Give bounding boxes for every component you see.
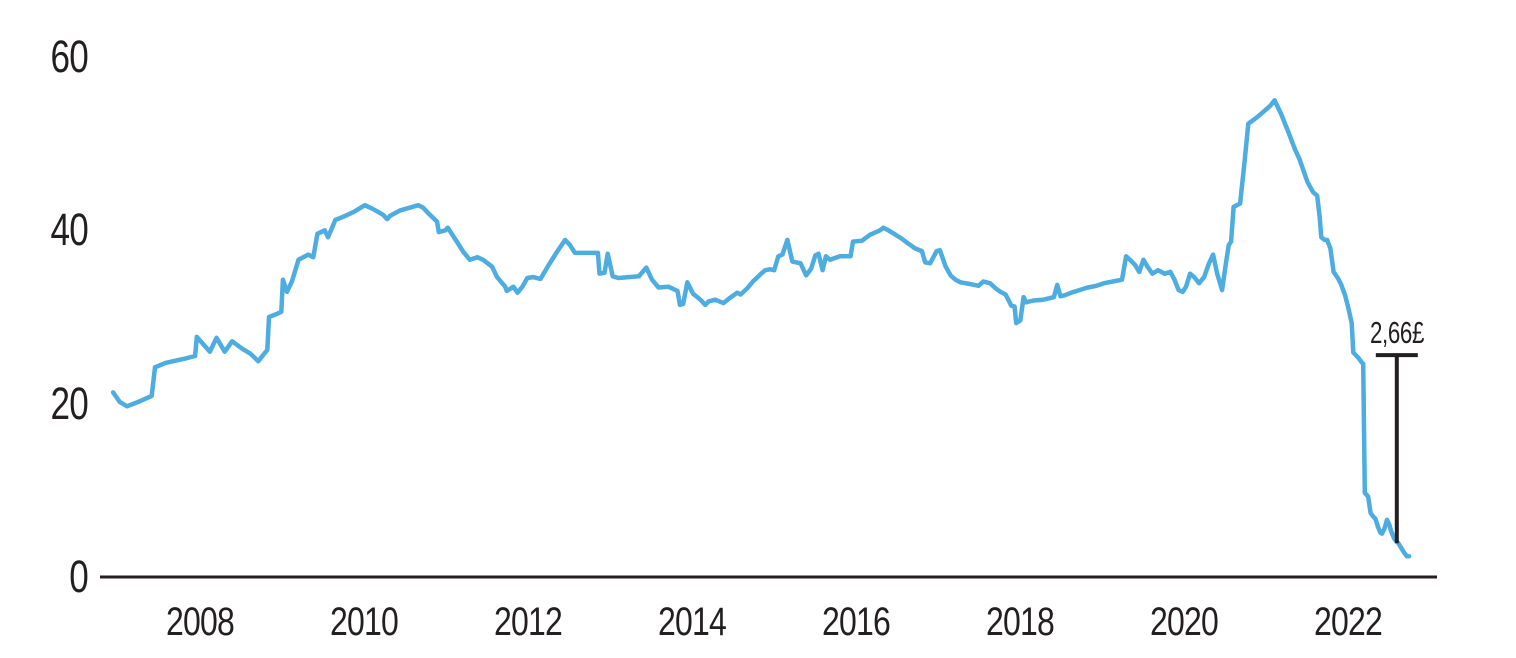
- x-tick-label: 2010: [330, 600, 399, 644]
- x-tick-label: 2022: [1314, 600, 1383, 644]
- y-tick-label: 40: [50, 204, 89, 256]
- y-tick-label: 20: [50, 377, 89, 429]
- annotation-label: 2,66£: [1369, 315, 1424, 351]
- price-line: [110, 98, 1412, 559]
- x-tick-label: 2018: [986, 600, 1055, 644]
- x-tick-label: 2012: [494, 600, 563, 644]
- x-tick-label: 2014: [658, 600, 727, 644]
- x-tick-label: 2020: [1150, 600, 1219, 644]
- y-tick-label: 0: [69, 551, 89, 602]
- y-tick-label: 60: [50, 31, 89, 82]
- x-tick-label: 2016: [822, 600, 891, 644]
- x-tick-label: 2008: [166, 600, 235, 644]
